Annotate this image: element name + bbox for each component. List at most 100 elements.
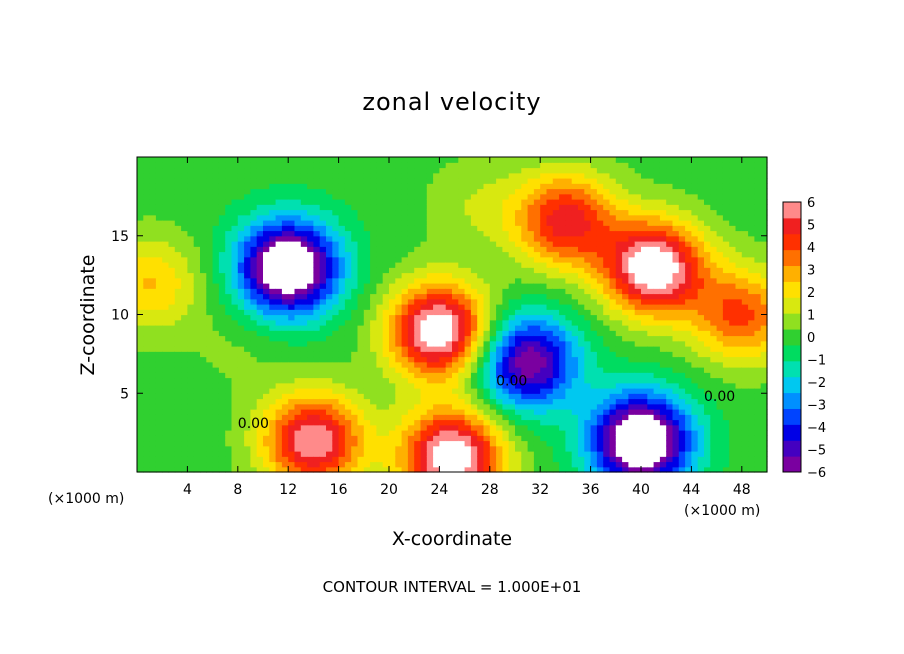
heatmap-cell xyxy=(162,414,170,421)
heatmap-cell xyxy=(149,456,157,463)
heatmap-cell xyxy=(483,430,491,436)
heatmap-cell xyxy=(288,461,296,468)
heatmap-cell xyxy=(225,466,233,473)
heatmap-cell xyxy=(515,193,522,200)
heatmap-cell xyxy=(489,356,497,363)
heatmap-cell xyxy=(508,440,516,447)
heatmap-cell xyxy=(641,267,648,274)
heatmap-cell xyxy=(590,361,598,368)
heatmap-cell xyxy=(527,183,535,190)
heatmap-cell xyxy=(162,335,170,342)
heatmap-cell xyxy=(483,361,491,368)
heatmap-cell xyxy=(288,419,296,426)
heatmap-cell xyxy=(546,377,554,384)
heatmap-cell xyxy=(540,335,548,342)
heatmap-cell xyxy=(489,393,497,400)
heatmap-cell xyxy=(181,325,188,331)
heatmap-cell xyxy=(200,262,207,268)
heatmap-cell xyxy=(256,440,264,447)
heatmap-cell xyxy=(181,403,188,410)
heatmap-cell xyxy=(540,272,548,279)
heatmap-cell xyxy=(546,262,554,268)
heatmap-cell xyxy=(496,314,503,321)
heatmap-cell xyxy=(615,382,623,389)
heatmap-cell xyxy=(433,319,440,326)
heatmap-cell xyxy=(206,293,214,300)
heatmap-cell xyxy=(502,445,510,452)
heatmap-cell xyxy=(433,330,440,337)
heatmap-cell xyxy=(332,419,340,426)
heatmap-cell xyxy=(622,393,629,400)
heatmap-cell xyxy=(407,367,415,373)
heatmap-cell xyxy=(634,382,642,389)
heatmap-cell xyxy=(162,445,170,452)
heatmap-cell xyxy=(357,262,365,268)
heatmap-cell xyxy=(294,298,302,305)
heatmap-cell xyxy=(149,393,157,400)
heatmap-cell xyxy=(288,309,296,316)
heatmap-cell xyxy=(590,451,598,457)
heatmap-cell xyxy=(641,351,648,358)
heatmap-cell xyxy=(628,346,636,352)
heatmap-cell xyxy=(357,162,365,169)
heatmap-cell xyxy=(489,351,497,358)
heatmap-cell xyxy=(401,241,409,247)
heatmap-cell xyxy=(647,419,655,426)
heatmap-cell xyxy=(609,330,617,337)
heatmap-cell xyxy=(338,235,346,242)
heatmap-cell xyxy=(200,445,207,452)
heatmap-cell xyxy=(483,304,491,310)
heatmap-cell xyxy=(458,256,466,263)
heatmap-cell xyxy=(206,178,214,184)
heatmap-cell xyxy=(647,393,655,400)
heatmap-cell xyxy=(634,172,642,179)
heatmap-cell xyxy=(464,188,472,195)
heatmap-cell xyxy=(370,225,377,232)
heatmap-cell xyxy=(609,424,617,431)
heatmap-cell xyxy=(149,435,157,442)
heatmap-cell xyxy=(256,256,264,263)
heatmap-cell xyxy=(653,288,661,295)
heatmap-cell xyxy=(552,188,560,195)
heatmap-cell xyxy=(174,398,182,405)
heatmap-cell xyxy=(546,430,554,436)
heatmap-cell xyxy=(168,398,176,405)
heatmap-cell xyxy=(634,398,642,405)
heatmap-cell xyxy=(200,367,207,373)
heatmap-cell xyxy=(357,220,365,226)
heatmap-cell xyxy=(193,372,201,379)
heatmap-cell xyxy=(137,220,144,226)
heatmap-cell xyxy=(256,414,264,421)
heatmap-cell xyxy=(401,188,409,195)
heatmap-cell xyxy=(414,188,422,195)
heatmap-cell xyxy=(244,167,251,174)
heatmap-cell xyxy=(307,424,314,431)
heatmap-cell xyxy=(458,461,466,468)
heatmap-cell xyxy=(218,319,226,326)
heatmap-cell xyxy=(250,356,258,363)
heatmap-cell xyxy=(137,277,144,284)
heatmap-cell xyxy=(319,388,327,394)
heatmap-cell xyxy=(552,193,560,200)
heatmap-cell xyxy=(326,293,333,300)
heatmap-cell xyxy=(508,314,516,321)
heatmap-cell xyxy=(376,445,384,452)
heatmap-cell xyxy=(326,330,333,337)
heatmap-cell xyxy=(433,435,440,442)
heatmap-cell xyxy=(200,335,207,342)
heatmap-cell xyxy=(332,204,340,211)
heatmap-cell xyxy=(174,424,182,431)
heatmap-cell xyxy=(603,241,611,247)
heatmap-cell xyxy=(628,466,636,473)
heatmap-cell xyxy=(477,167,485,174)
heatmap-cell xyxy=(458,204,466,211)
heatmap-cell xyxy=(200,230,207,237)
heatmap-cell xyxy=(571,277,579,284)
heatmap-cell xyxy=(559,346,566,352)
heatmap-cell xyxy=(527,246,535,253)
heatmap-cell xyxy=(351,414,359,421)
heatmap-cell xyxy=(319,456,327,463)
heatmap-cell xyxy=(552,256,560,263)
heatmap-cell xyxy=(370,356,377,363)
